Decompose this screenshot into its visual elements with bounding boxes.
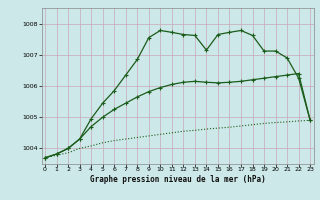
- X-axis label: Graphe pression niveau de la mer (hPa): Graphe pression niveau de la mer (hPa): [90, 175, 266, 184]
